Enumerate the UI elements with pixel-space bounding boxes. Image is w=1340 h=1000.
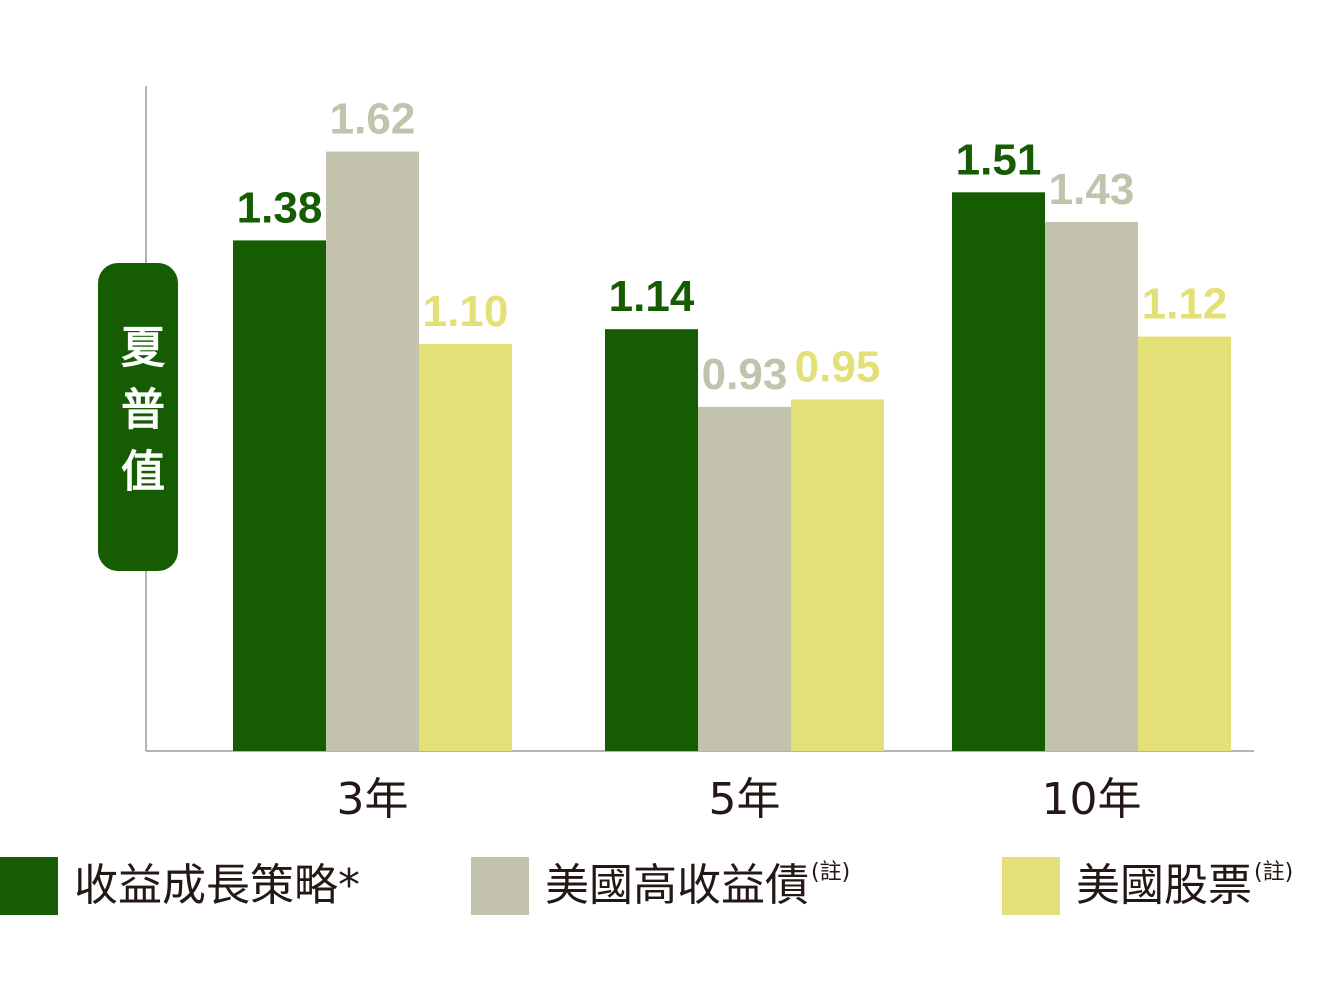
legend-item-us-equity: 美國股票(註) (1002, 856, 1293, 916)
value-label-us-high-yield-10y: 1.43 (1049, 165, 1135, 214)
value-label-us-high-yield-3y: 1.62 (330, 95, 416, 144)
bar-us-equity-10y (1138, 336, 1231, 751)
legend-note-us-equity: (註) (1254, 860, 1294, 885)
bar-strategy-3y (233, 240, 326, 751)
legend-swatch-us-equity (1002, 857, 1060, 915)
category-label-5y: 5年 (709, 774, 781, 825)
legend-label-us-high-yield: 美國高收益債 (545, 860, 809, 911)
value-label-strategy-5y: 1.14 (609, 272, 695, 321)
category-label-10y: 10年 (1042, 774, 1142, 825)
value-labels-group: 1.381.62 1.10 1.140.93 0.95 1.511.43 1.12 (237, 95, 1228, 399)
legend-item-us-high-yield: 美國高收益債(註) (471, 856, 850, 916)
value-label-strategy-10y: 1.51 (956, 135, 1042, 184)
bar-us-equity-3y (419, 344, 512, 751)
legend-swatch-us-high-yield (471, 857, 529, 915)
value-label-us-equity-10y: 1.12 (1142, 280, 1228, 329)
bar-us-high-yield-10y (1045, 221, 1138, 751)
value-label-us-high-yield-5y: 0.93 (702, 350, 788, 399)
category-labels-group: 3年 5年 10年 (337, 774, 1142, 825)
legend-note-us-high-yield: (註) (811, 860, 851, 885)
y-axis-label: 夏普值 (113, 324, 164, 510)
value-label-strategy-3y: 1.38 (237, 183, 323, 232)
legend-item-strategy: 收益成長策略* (0, 856, 360, 916)
value-label-us-equity-3y: 1.10 (423, 287, 509, 336)
category-label-3y: 3年 (337, 774, 409, 825)
bar-strategy-10y (952, 192, 1045, 752)
y-axis-label-box: 夏普值 (98, 263, 178, 571)
legend-label-strategy: 收益成長策略* (74, 860, 360, 911)
bar-strategy-5y (605, 329, 698, 751)
legend-label-wrap-us-high-yield: 美國高收益債(註) (545, 862, 850, 908)
bars-group (233, 151, 1231, 752)
legend-swatch-strategy (0, 857, 58, 915)
legend-label-wrap-us-equity: 美國股票(註) (1076, 862, 1293, 908)
legend-label-us-equity: 美國股票 (1076, 860, 1252, 911)
bar-us-high-yield-5y (698, 406, 791, 751)
bar-us-high-yield-3y (326, 151, 419, 752)
bar-us-equity-5y (791, 399, 884, 751)
value-label-us-equity-5y: 0.95 (795, 343, 881, 392)
